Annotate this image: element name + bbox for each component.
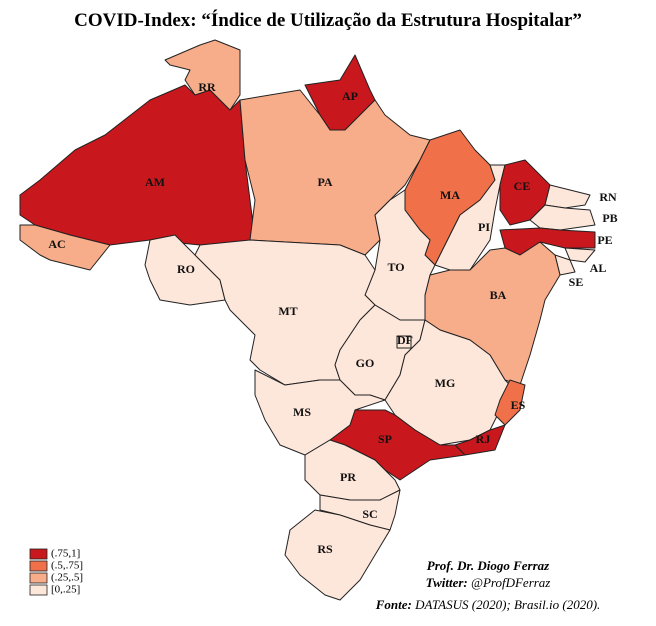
state-label: TO <box>387 260 404 274</box>
state-labels: AM RR AP PA MA PI CE RN PB PE AL SE BA TO RO AC MT GO MG ES… <box>48 80 617 556</box>
source-text: DATASUS (2020); Brasil.io (2020). <box>414 597 600 612</box>
state-area <box>19 84 256 246</box>
source-label: Fonte: <box>375 597 412 612</box>
state-area <box>284 509 391 601</box>
twitter-handle: @ProfDFerraz <box>471 575 550 590</box>
author: Prof. Dr. Diogo Ferraz <box>427 558 550 573</box>
state-label: MG <box>435 376 456 390</box>
state-label: PI <box>478 220 490 234</box>
state-area <box>396 335 412 349</box>
state-area <box>544 184 591 209</box>
title: COVID-Index: “Índice de Utilização da Es… <box>74 9 582 31</box>
state-label: MT <box>278 304 297 318</box>
state-label: RJ <box>476 432 491 446</box>
state-area <box>19 224 111 271</box>
state-label: BA <box>490 288 507 302</box>
state-label: SE <box>569 275 584 289</box>
state-label: RN <box>599 190 617 204</box>
state-area <box>304 439 401 501</box>
state-label: ES <box>511 398 526 412</box>
twitter: Twitter: @ProfDFerraz <box>426 575 551 590</box>
state-label: DF <box>397 333 413 347</box>
state-label: SP <box>378 432 392 446</box>
states <box>19 39 596 601</box>
state-label: RO <box>177 262 195 276</box>
state-label: PR <box>340 470 356 484</box>
state-label: AP <box>342 89 358 103</box>
state-area <box>364 189 436 321</box>
state-label: CE <box>514 179 531 193</box>
legend-label: [0,.25] <box>51 584 80 596</box>
state-label: RS <box>317 542 333 556</box>
state-label: PE <box>597 233 612 247</box>
state-area <box>144 234 226 306</box>
state-area <box>254 369 386 456</box>
state-label: MS <box>293 405 311 419</box>
state-area <box>564 247 596 263</box>
state-label: SC <box>362 507 377 521</box>
legend-swatch <box>29 584 48 596</box>
state-area <box>164 39 241 111</box>
state-label: RR <box>198 80 216 94</box>
state-label: AC <box>48 237 65 251</box>
legend-label: (.25,.5] <box>51 572 83 584</box>
state-label: PA <box>317 175 332 189</box>
source: Fonte: DATASUS (2020); Brasil.io (2020). <box>375 597 601 612</box>
legend-swatch <box>29 572 48 584</box>
legend-swatch <box>29 548 48 560</box>
state-label: MA <box>440 188 460 202</box>
state-label: AM <box>145 175 165 189</box>
legend: (.75,1](.5,.75](.25,.5][0,.25] <box>29 548 83 596</box>
twitter-label: Twitter: <box>426 575 468 590</box>
legend-label: (.5,.75] <box>51 560 83 572</box>
state-label: PB <box>602 211 617 225</box>
state-label: GO <box>356 356 375 370</box>
legend-swatch <box>29 560 48 572</box>
legend-label: (.75,1] <box>51 548 80 560</box>
state-label: AL <box>590 261 607 275</box>
